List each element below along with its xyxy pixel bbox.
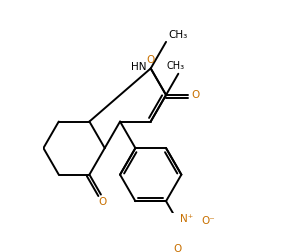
Text: O: O: [147, 55, 155, 66]
Text: O: O: [98, 197, 106, 207]
Text: O⁻: O⁻: [201, 216, 215, 226]
Text: HN: HN: [131, 62, 147, 72]
Text: O: O: [173, 244, 182, 252]
Text: CH₃: CH₃: [167, 61, 185, 71]
Text: O: O: [191, 90, 199, 100]
Text: CH₃: CH₃: [168, 30, 188, 40]
Text: N⁺: N⁺: [180, 214, 194, 224]
